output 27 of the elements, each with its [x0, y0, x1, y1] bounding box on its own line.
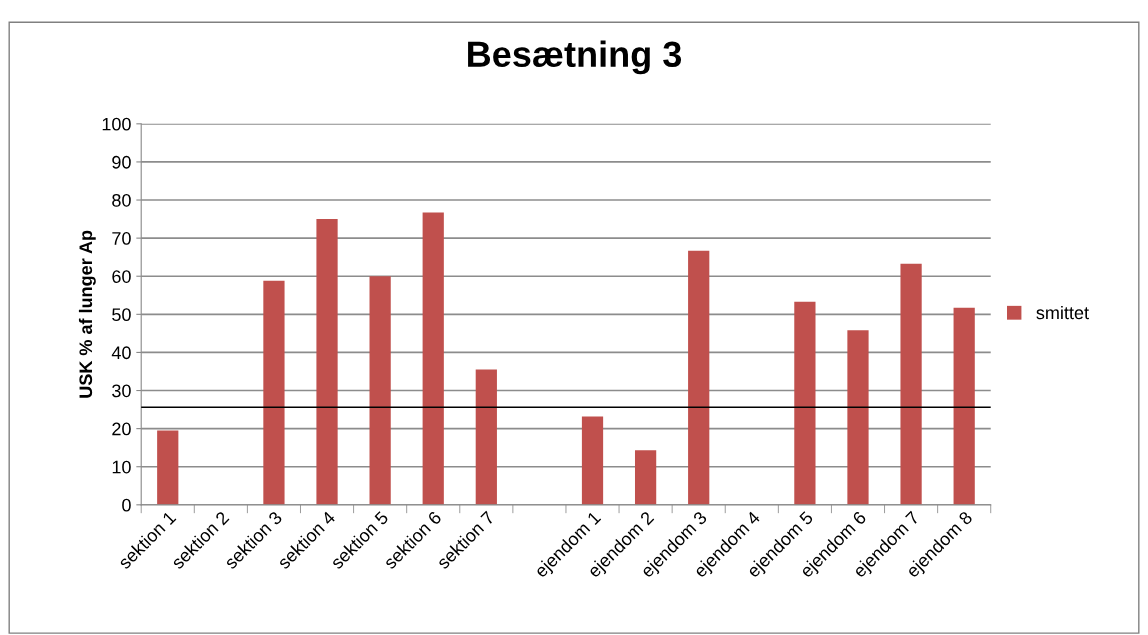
y-tick-label: 100 [102, 117, 131, 131]
y-tick-label: 60 [112, 270, 131, 283]
y-tick-label: 70 [112, 232, 131, 245]
bar [157, 430, 179, 505]
y-tick-label: 10 [112, 460, 131, 474]
bar [688, 250, 710, 505]
bar [369, 276, 391, 505]
y-tick-label: 30 [112, 384, 131, 398]
y-tick-label: 0 [122, 498, 131, 512]
bar [422, 212, 444, 505]
legend-label: smittet [1036, 305, 1089, 320]
y-tick-label: 50 [112, 308, 131, 322]
y-tick-label: 80 [112, 193, 131, 207]
y-axis-title: USK % af lunger Ap [78, 230, 96, 398]
bar [634, 450, 657, 505]
bar [316, 219, 338, 505]
bar [847, 330, 869, 505]
bar [794, 301, 816, 505]
y-tick-label: 40 [111, 346, 131, 360]
bar [263, 280, 285, 505]
bar [475, 369, 497, 505]
y-tick-label: 90 [112, 155, 131, 169]
bar [953, 307, 975, 505]
bar [900, 263, 922, 505]
y-tick-label: 20 [112, 422, 131, 436]
chart-title: Besætning 3 [468, 40, 682, 75]
bar [581, 416, 604, 505]
